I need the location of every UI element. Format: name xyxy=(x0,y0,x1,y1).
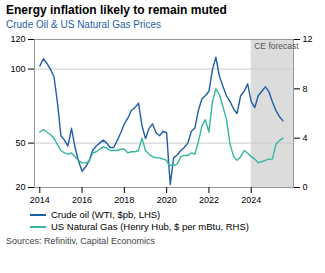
html-text:Sources: Refinitiv, Capital Ec: Sources: Refinitiv, Capital Economics xyxy=(6,236,155,246)
svg-text:2024: 2024 xyxy=(241,195,261,205)
svg-text:12: 12 xyxy=(303,34,313,44)
svg-text:CE forecast: CE forecast xyxy=(254,41,299,51)
svg-text:2020: 2020 xyxy=(157,195,177,205)
svg-text:4: 4 xyxy=(303,133,308,143)
svg-text:2016: 2016 xyxy=(72,195,92,205)
svg-text:100: 100 xyxy=(10,64,25,74)
svg-text:2022: 2022 xyxy=(199,195,219,205)
svg-text:8: 8 xyxy=(303,84,308,94)
svg-text:20: 20 xyxy=(15,182,25,192)
svg-text:2018: 2018 xyxy=(114,195,134,205)
html-text:Crude Oil & US Natural Gas Pri: Crude Oil & US Natural Gas Prices xyxy=(6,19,162,30)
svg-text:2014: 2014 xyxy=(30,195,50,205)
html-text:US Natural Gas (Henry Hub, $ p: US Natural Gas (Henry Hub, $ per mBtu, R… xyxy=(51,221,249,232)
svg-text:0: 0 xyxy=(303,182,308,192)
html-text:Crude oil (WTI, $pb, LHS): Crude oil (WTI, $pb, LHS) xyxy=(51,209,161,220)
svg-text:120: 120 xyxy=(10,34,25,44)
html-text:Energy inflation likely to rem: Energy inflation likely to remain muted xyxy=(6,3,227,17)
svg-text:50: 50 xyxy=(15,138,25,148)
